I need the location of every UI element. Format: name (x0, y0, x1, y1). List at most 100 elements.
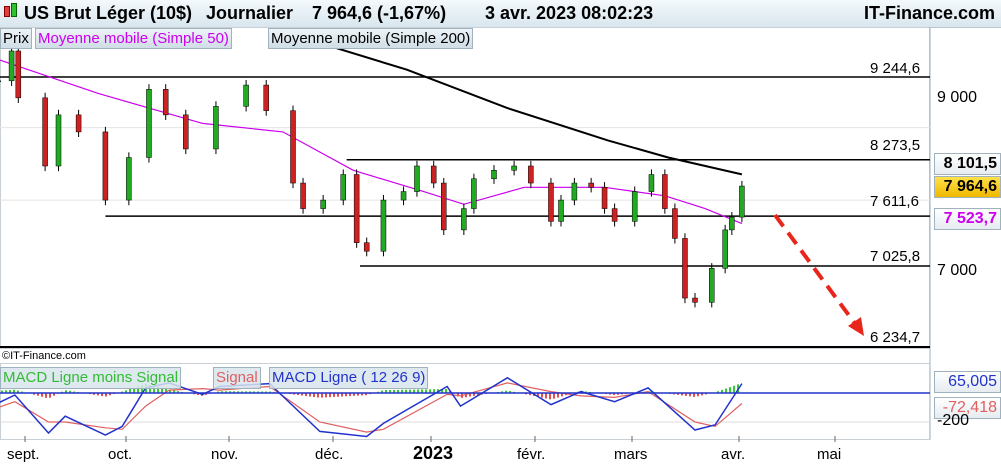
macd-legend-hist[interactable]: MACD Ligne moins Signal (0, 367, 182, 389)
x-tick-label: oct. (108, 446, 133, 463)
macd-legend-signal[interactable]: Signal (213, 367, 261, 389)
macd-hist-bar (45, 393, 47, 398)
candle (102, 131, 109, 201)
level-label-1: 9 244,6 (870, 60, 921, 77)
candle (441, 182, 447, 231)
macd-hist-bar (321, 393, 323, 398)
macd-hist-bar (69, 390, 71, 393)
macd-hist-bar (561, 393, 563, 397)
macd-hist-bar (473, 393, 475, 396)
x-tick-label: sept. (7, 446, 40, 463)
macd-hist-bar (109, 393, 111, 396)
price-panel-frame (0, 27, 930, 349)
macd-hist-bar (237, 391, 239, 393)
macd-hist-bar (97, 393, 99, 396)
x-tick-label: mai (817, 446, 842, 463)
candle (558, 199, 564, 222)
x-tick-label: mars (614, 446, 648, 463)
candle (42, 97, 48, 167)
macd-hist-bar (49, 393, 51, 398)
x-tick-label: 2023 (413, 443, 454, 463)
macd-hist-bar (33, 393, 35, 395)
macd-hist-bar (681, 393, 683, 396)
macd-hist-bar (125, 390, 127, 393)
macd-legend-line[interactable]: MACD Ligne ( 12 26 9) (269, 367, 429, 389)
macd-hist-bar (557, 393, 559, 398)
macd-hist-bar (509, 391, 511, 393)
candle (528, 165, 534, 184)
macd-hist-bar (1, 390, 3, 393)
candle (414, 165, 420, 192)
candle (601, 187, 608, 209)
macd-hist-bar (245, 391, 247, 393)
candle (662, 174, 668, 209)
macd-hist-bar (729, 387, 731, 393)
macd-hist-bar (221, 391, 223, 393)
candle (243, 84, 249, 107)
legend-price[interactable]: Prix (0, 28, 32, 49)
arrow-head (848, 317, 864, 336)
macd-hist-bar (101, 393, 103, 397)
candle (300, 182, 306, 209)
sma200-tag: 8 101,5 (934, 153, 1001, 175)
macd-hist-bar (333, 393, 335, 397)
macd-hist-bar (5, 390, 7, 393)
macd-hist-bar (153, 385, 155, 393)
macd-hist-bar (717, 391, 719, 393)
macd-hist-bar (177, 391, 179, 393)
candle (511, 165, 517, 171)
macd-hist-bar (477, 393, 479, 396)
macd-hist-bar (197, 393, 199, 396)
period: Journalier (206, 3, 294, 23)
macd-hist-bar (701, 393, 703, 396)
macd-hist-bar (337, 393, 339, 397)
macd-hist-bar (165, 388, 167, 393)
macd-hist-bar (309, 393, 311, 397)
macd-hist-bar (429, 389, 431, 393)
macd-hist-bar (617, 393, 619, 395)
macd-hist-bar (393, 389, 395, 393)
macd-hist-bar (41, 393, 43, 397)
candle (729, 216, 735, 231)
macd-hist-bar (357, 393, 359, 396)
macd-hist-bar (537, 393, 539, 397)
level-label-2: 8 273,5 (870, 137, 921, 154)
macd-hist-bar (693, 393, 695, 397)
legend-sma200[interactable]: Moyenne mobile (Simple 200) (268, 28, 474, 49)
candle (290, 110, 296, 184)
candle (8, 50, 15, 82)
macd-hist-bar (157, 386, 159, 393)
candle (0, 80, 1, 83)
macd-hist-bar (381, 390, 383, 393)
candle (380, 199, 387, 252)
macd-hist-bar (361, 393, 363, 396)
macd-hist-bar (341, 393, 343, 397)
candle (648, 174, 655, 192)
candle (126, 157, 132, 201)
macd-hist-bar (445, 389, 447, 393)
macd-hist-bar (225, 391, 227, 393)
macd-hist-bar (93, 393, 95, 395)
macd-hist-bar (353, 393, 355, 396)
legend-sma50[interactable]: Moyenne mobile (Simple 50) (35, 28, 232, 49)
candle (55, 114, 62, 167)
macd-hist-bar (405, 389, 407, 393)
macd-hist-bar (441, 389, 443, 393)
candles-icon-2 (11, 3, 17, 17)
candle (471, 178, 477, 209)
macd-hist-bar (129, 389, 131, 393)
macd-hist-bar (433, 389, 435, 393)
macd-hist-bar (541, 393, 543, 398)
level-label-4: 7 025,8 (870, 248, 921, 265)
candle (611, 208, 618, 222)
candle (353, 174, 360, 243)
macd-hist-bar (677, 393, 679, 395)
candle (631, 191, 638, 222)
candle (430, 165, 437, 184)
candle (692, 297, 698, 303)
candle (739, 185, 745, 218)
candle (363, 242, 370, 252)
forecast-arrow (773, 213, 858, 327)
x-tick-label: nov. (211, 446, 239, 463)
